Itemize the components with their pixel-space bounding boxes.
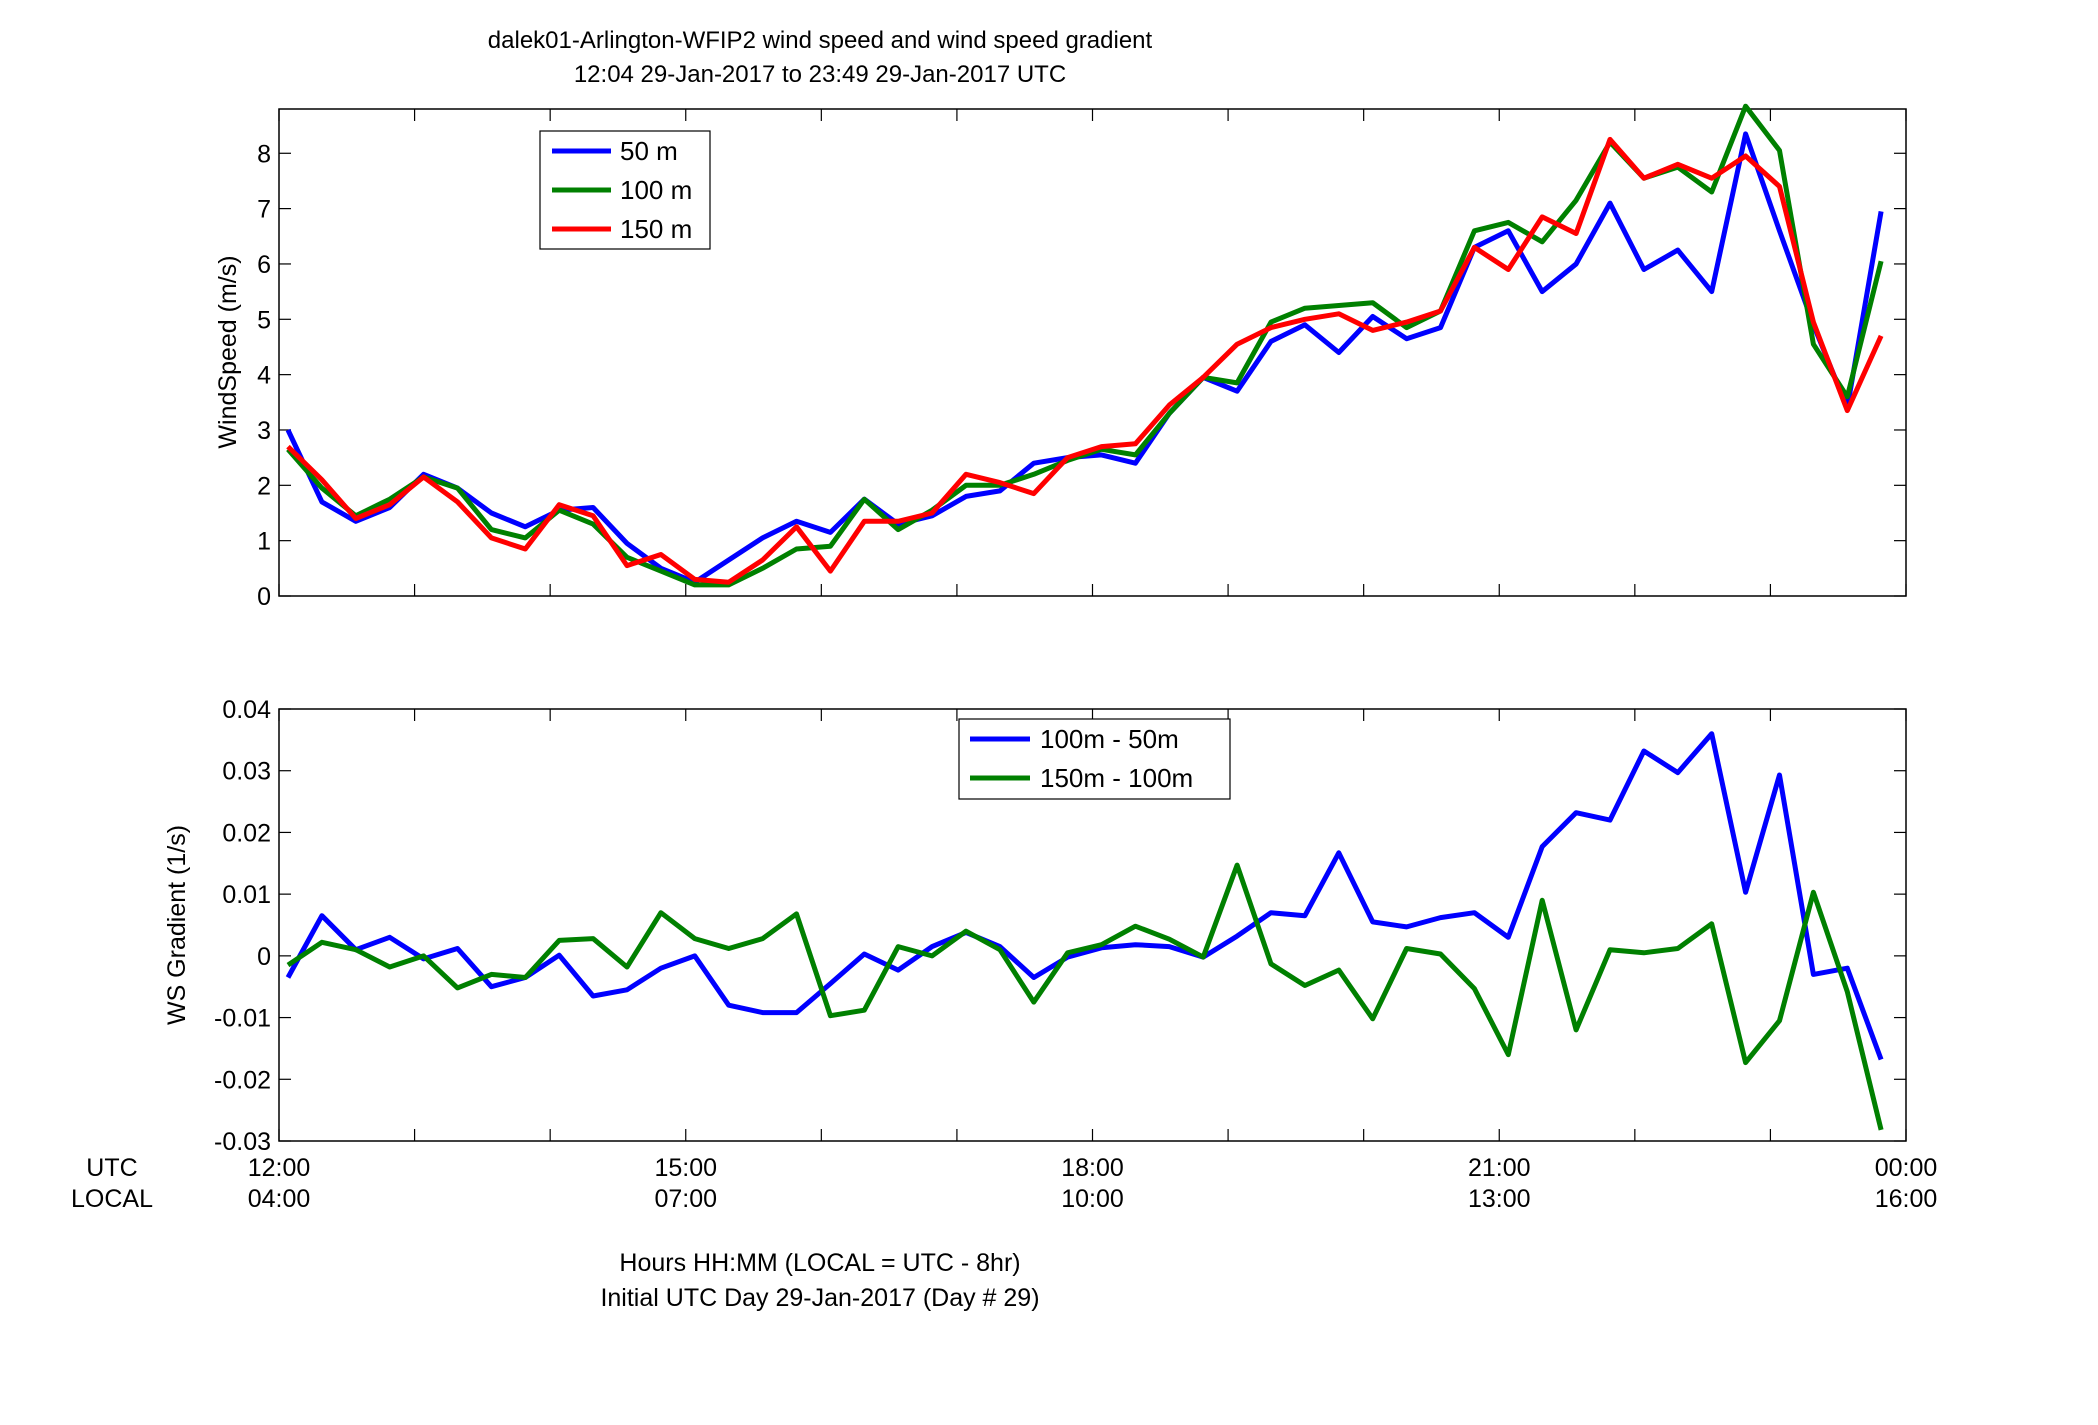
windspeed-plot-area [278,108,1907,597]
y-tick-label: -0.02 [214,1066,271,1094]
series-line-1 [286,862,1884,1131]
y-tick-label: -0.01 [214,1005,271,1033]
y-tick-label: 8 [257,140,271,168]
windspeed-legend: 50 m 100 m 150 m [539,130,711,250]
x-tick-label-utc: 15:00 [654,1154,717,1182]
legend-label-150m-100m: 150m - 100m [1040,763,1193,793]
legend-label-100m-50m: 100m - 50m [1040,724,1179,754]
y-tick-label: 3 [257,417,271,445]
x-tick-label-utc: 18:00 [1061,1154,1124,1182]
y-tick-label: 0.01 [222,881,271,909]
gradient-legend: 100m - 50m 150m - 100m [958,718,1231,800]
gradient-series [285,731,1884,1131]
legend-label-150m: 150 m [620,214,692,244]
windspeed-y-axis-label: WindSpeed (m/s) [214,255,242,448]
x-tick-label-local: 16:00 [1875,1185,1938,1213]
y-tick-label: 0.03 [222,758,271,786]
x-tick-labels: 12:00 04:00 15:00 07:00 18:00 10:00 21:00 13:00… [248,1154,1938,1213]
gradient-axis-ticks: -0.03 -0.02 -0.01 0 0.01 0.02 0.03 0.04 [214,696,1907,1156]
x-tick-label-local: 07:00 [654,1185,717,1213]
y-tick-label: -0.03 [214,1128,271,1156]
x-tick-label-utc: 21:00 [1468,1154,1531,1182]
y-tick-label: 0 [257,583,271,611]
local-row-label: LOCAL [71,1185,153,1213]
x-axis-label-line2: Initial UTC Day 29-Jan-2017 (Day # 29) [600,1284,1039,1312]
y-tick-label: 0.02 [222,819,271,847]
gradient-panel: -0.03 -0.02 -0.01 0 0.01 0.02 0.03 0.04 WS Grad… [163,696,1907,1156]
legend-label-100m: 100 m [620,175,692,205]
series-line-0 [285,731,1884,1061]
y-tick-label: 0.04 [222,696,271,724]
x-tick-label-local: 10:00 [1061,1185,1124,1213]
x-axis-label-line1: Hours HH:MM (LOCAL = UTC - 8hr) [619,1249,1020,1277]
windspeed-axis-ticks: 0 1 2 3 4 5 6 7 8 [257,109,1907,611]
windspeed-panel: 0 1 2 3 4 5 6 7 8 WindSpeed (m/s) 50 m 100 m 150… [214,103,1907,611]
y-tick-label: 4 [257,362,271,390]
x-tick-label-local: 13:00 [1468,1185,1531,1213]
y-tick-label: 6 [257,251,271,279]
y-tick-label: 1 [257,528,271,556]
figure-title-line1: dalek01-Arlington-WFIP2 wind speed and w… [488,27,1153,54]
legend-label-50m: 50 m [620,136,678,166]
x-tick-label-local: 04:00 [248,1185,311,1213]
y-tick-label: 5 [257,306,271,334]
gradient-y-axis-label: WS Gradient (1/s) [163,825,191,1025]
y-tick-label: 0 [257,943,271,971]
figure-title-line2: 12:04 29-Jan-2017 to 23:49 29-Jan-2017 U… [574,61,1066,88]
x-tick-label-utc: 12:00 [248,1154,311,1182]
x-tick-label-utc: 00:00 [1875,1154,1938,1182]
y-tick-label: 2 [257,472,271,500]
y-tick-label: 7 [257,196,271,224]
windspeed-series [285,103,1884,588]
utc-row-label: UTC [86,1154,137,1182]
series-line-2 [286,136,1884,585]
